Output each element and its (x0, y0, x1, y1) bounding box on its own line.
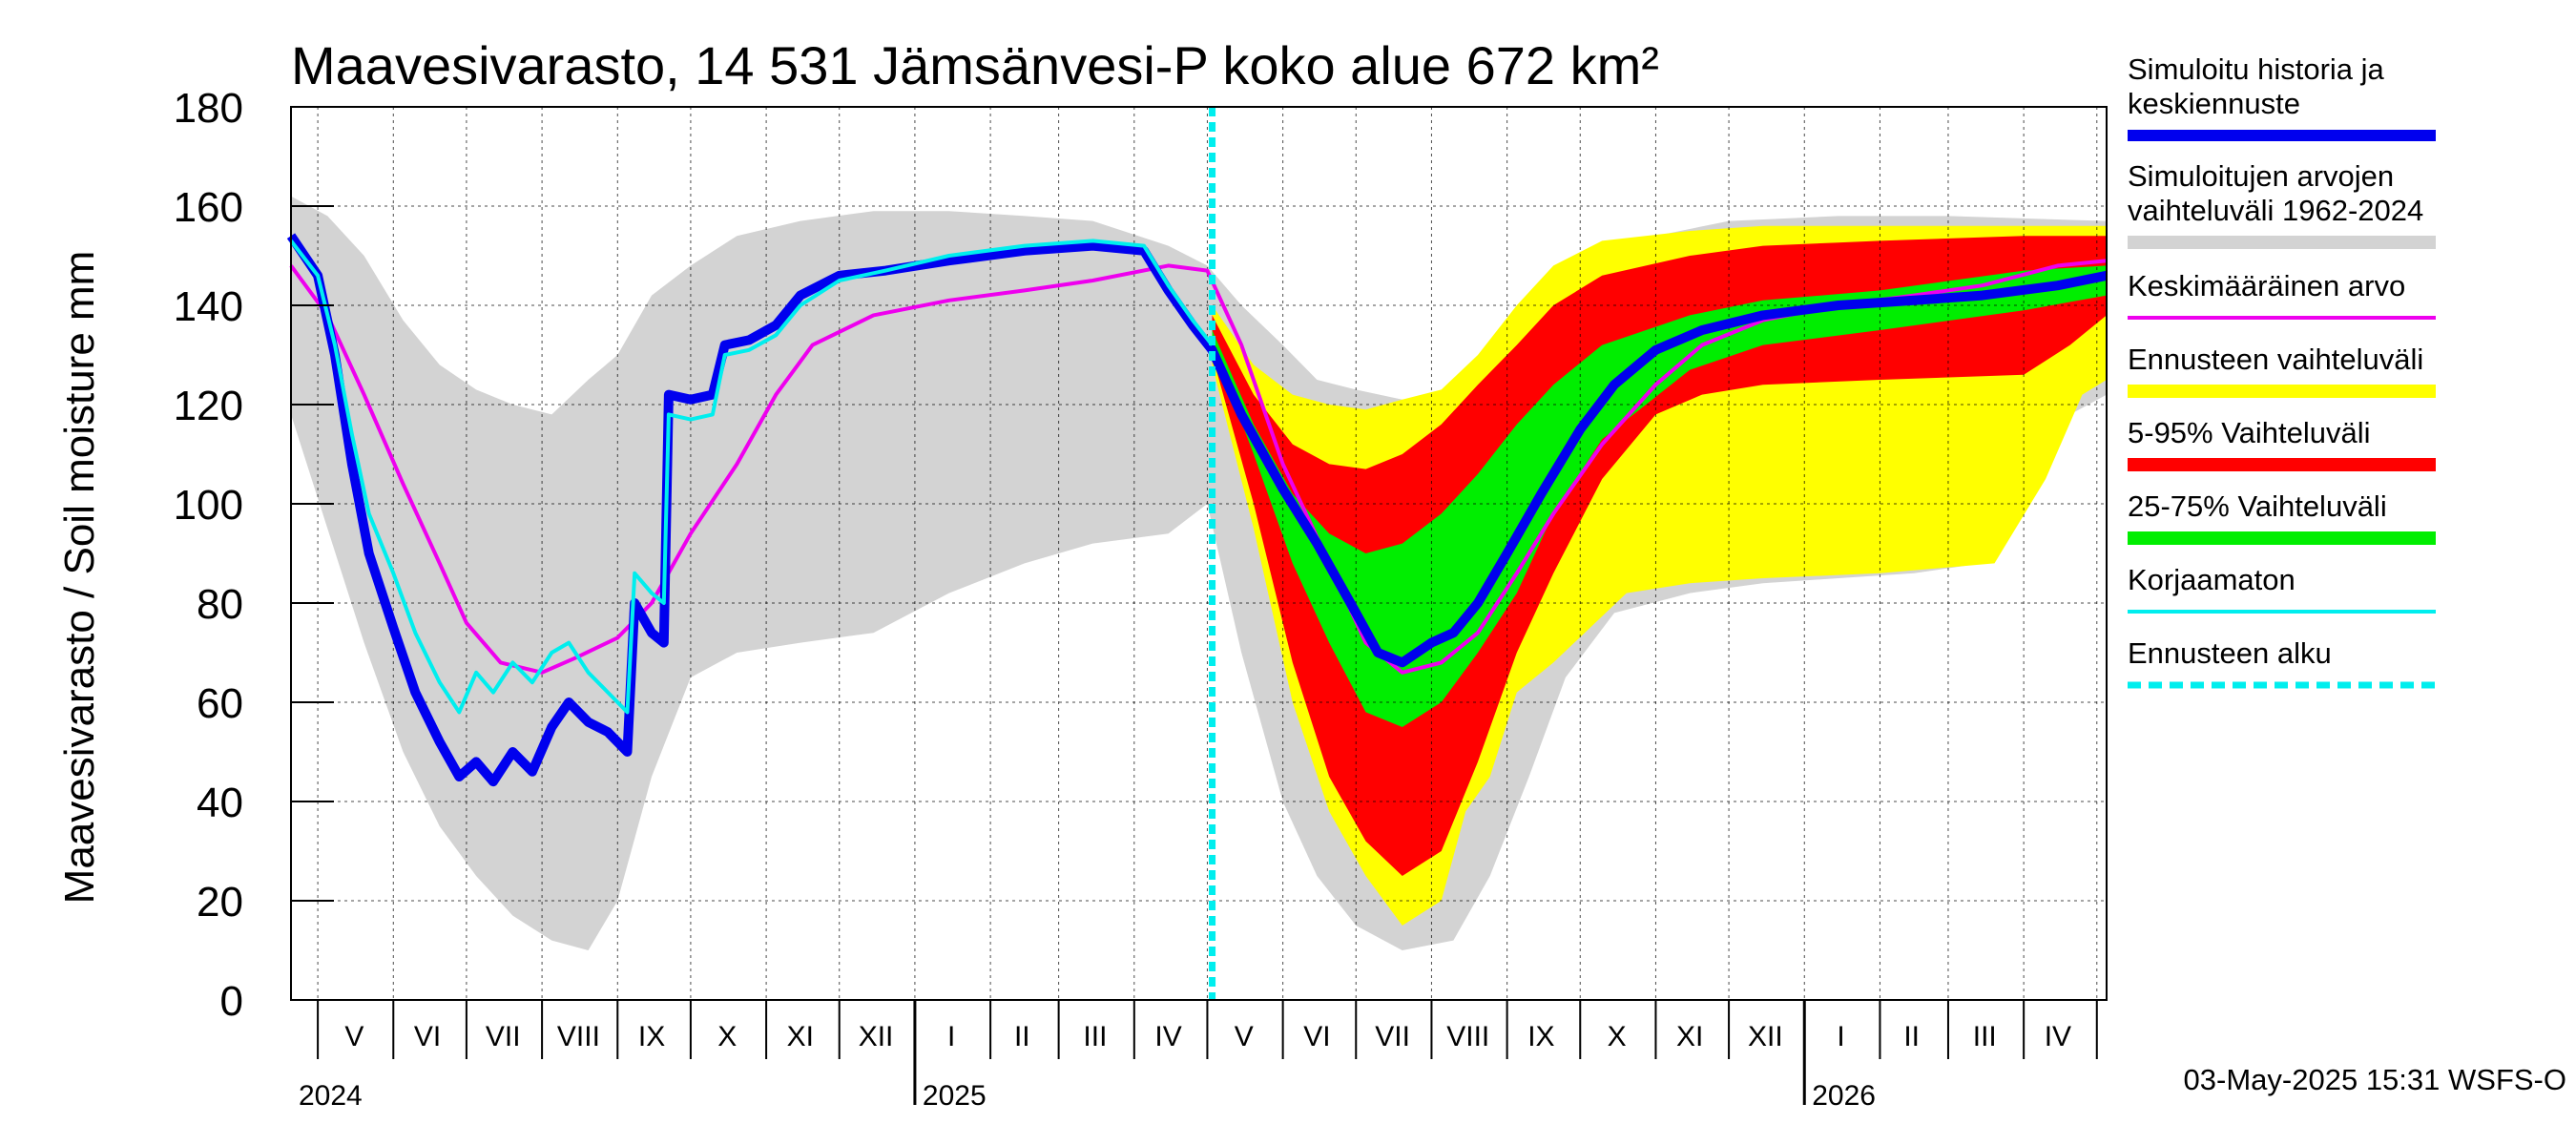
month-label: I (947, 1021, 955, 1052)
timestamp-footer: 03-May-2025 15:31 WSFS-O (2184, 1063, 2566, 1096)
y-tick-label: 160 (174, 184, 243, 231)
month-label: XI (787, 1021, 814, 1052)
month-label: IV (1154, 1021, 1181, 1052)
y-tick-label: 20 (197, 879, 243, 926)
y-tick-label: 40 (197, 780, 243, 826)
month-label: VII (1375, 1021, 1410, 1052)
month-label: VI (414, 1021, 441, 1052)
y-tick-label: 80 (197, 581, 243, 628)
chart-title: Maavesivarasto, 14 531 Jämsänvesi-P koko… (291, 35, 1659, 95)
y-tick-label: 180 (174, 85, 243, 132)
legend-label: 5-95% Vaihteluväli (2128, 416, 2370, 449)
year-label: 2024 (299, 1080, 363, 1112)
x-axis: V VI VII VIII IX X XI XII I II III IV V VI VII VIII IX X X… (299, 1000, 2098, 1112)
bands-layer (291, 196, 2107, 951)
month-label: XII (859, 1021, 894, 1052)
legend-label: Ennusteen alku (2128, 636, 2332, 670)
p25-75-band (1212, 265, 2107, 727)
legend-label: vaihteluväli 1962-2024 (2128, 194, 2423, 227)
month-label: X (1608, 1021, 1627, 1052)
month-label: V (1235, 1021, 1254, 1052)
lines-layer (286, 107, 2108, 1000)
month-label: VIII (557, 1021, 600, 1052)
y-tick-label: 120 (174, 383, 243, 429)
y-axis-label: Maavesivarasto / Soil moisture mm (56, 251, 103, 905)
month-label: VI (1303, 1021, 1330, 1052)
month-label: VIII (1446, 1021, 1489, 1052)
month-label: VII (486, 1021, 521, 1052)
month-label: II (1014, 1021, 1030, 1052)
legend-label: keskiennuste (2128, 87, 2300, 120)
grid-layer (291, 107, 2107, 1000)
month-label: I (1837, 1021, 1844, 1052)
uncorrected-line (289, 239, 1215, 715)
y-tick-label: 0 (220, 978, 243, 1025)
y-tick-label: 140 (174, 283, 243, 330)
legend-label: Keskimääräinen arvo (2128, 269, 2405, 302)
month-label: II (1903, 1021, 1920, 1052)
legend-label: Korjaamaton (2128, 563, 2296, 596)
y-tick-label: 100 (174, 482, 243, 529)
year-label: 2026 (1812, 1080, 1876, 1112)
legend-label: Ennusteen vaihteluväli (2128, 343, 2423, 376)
y-tick-label: 60 (197, 680, 243, 727)
month-label: IX (638, 1021, 665, 1052)
month-label: III (1973, 1021, 1997, 1052)
month-label: XII (1748, 1021, 1783, 1052)
year-label: 2025 (923, 1080, 987, 1112)
simulated-line (286, 233, 2108, 787)
month-label: XI (1676, 1021, 1703, 1052)
legend-label: Simuloitujen arvojen (2128, 159, 2394, 193)
legend-label: Simuloitu historia ja (2128, 52, 2385, 86)
legend-label: 25-75% Vaihteluväli (2128, 489, 2387, 523)
y-axis: 0 20 40 60 80 100 120 140 160 180 (174, 85, 334, 1025)
month-label: III (1083, 1021, 1107, 1052)
month-label: IX (1527, 1021, 1554, 1052)
month-label: IV (2045, 1021, 2071, 1052)
p5-95-band (1212, 236, 2107, 876)
month-label: X (717, 1021, 737, 1052)
plot-frame (290, 106, 2108, 1001)
month-label: V (344, 1021, 364, 1052)
